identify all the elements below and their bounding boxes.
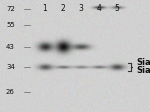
Text: 5: 5: [115, 4, 119, 13]
Text: 34: 34: [6, 64, 15, 70]
Text: 55: 55: [6, 22, 15, 28]
Text: 26: 26: [6, 89, 15, 95]
Text: 43: 43: [6, 44, 15, 50]
Bar: [28, 1, 132, 111]
Text: 72: 72: [6, 6, 15, 12]
Text: 1: 1: [43, 4, 47, 13]
Text: 4: 4: [97, 4, 101, 13]
Text: 2: 2: [61, 4, 65, 13]
Text: Siah-1: Siah-1: [136, 66, 150, 75]
Text: 3: 3: [79, 4, 83, 13]
Text: Siah-2: Siah-2: [136, 58, 150, 67]
